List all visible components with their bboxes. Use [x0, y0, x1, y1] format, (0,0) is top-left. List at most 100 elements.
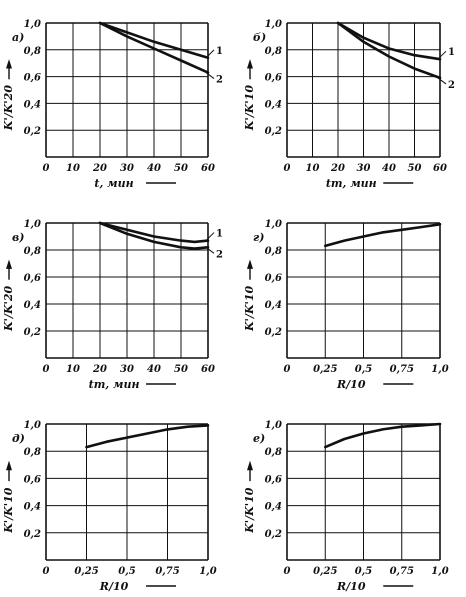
y-tick-label: 0,4	[265, 99, 282, 110]
x-tick-label: 10	[66, 364, 80, 375]
x-tick-label: 0	[284, 566, 291, 577]
x-tick-label: 30	[357, 163, 371, 174]
x-tick-label: 0,75	[390, 364, 414, 375]
y-tick-label: 0,2	[24, 529, 41, 540]
series-leader	[205, 232, 215, 241]
y-axis-arrow-head	[247, 460, 253, 471]
x-tick-label: 0,5	[355, 364, 372, 375]
x-tick-label: 50	[174, 364, 188, 375]
series-leader	[205, 246, 215, 254]
x-tick-label: 0	[284, 364, 291, 375]
y-axis-arrow-head	[6, 59, 12, 69]
chart-panel-f: 0 0,25 0,5 0,75 1,00,20,40,60,81,0е)K'/K'10R…	[243, 420, 449, 593]
panel-label: б)	[253, 31, 266, 44]
x-tick-label: 20	[330, 163, 345, 174]
panel-label: г)	[253, 231, 264, 244]
series-leader	[205, 49, 215, 59]
y-axis-arrow-head	[6, 460, 12, 471]
y-tick-label: 0,8	[265, 447, 282, 458]
x-tick-label: 40	[147, 364, 161, 375]
panel-label: а)	[12, 31, 24, 44]
y-tick-label: 0,2	[265, 529, 282, 540]
x-tick-label: 1,0	[431, 364, 448, 375]
x-tick-label: 0	[43, 566, 50, 577]
y-tick-label: 0,4	[265, 502, 282, 513]
panel-label: д)	[12, 432, 25, 445]
x-tick-label: 10	[306, 163, 320, 174]
series-leader	[437, 77, 447, 85]
x-tick-label: 0	[43, 163, 50, 174]
series-line-2	[98, 21, 210, 74]
x-axis-label: tm, мин	[326, 177, 377, 190]
x-tick-label: 0,75	[390, 566, 414, 577]
x-tick-label: 20	[92, 163, 107, 174]
y-tick-label: 0,2	[24, 126, 41, 137]
y-tick-label: 0,8	[265, 46, 282, 57]
x-tick-label: 50	[408, 163, 422, 174]
panel-label: е)	[253, 432, 265, 445]
y-axis-arrow-head	[247, 59, 253, 69]
series-line-main	[324, 223, 442, 248]
x-tick-label: 0,75	[155, 566, 179, 577]
y-tick-label: 0,6	[265, 474, 282, 485]
series-label: 2	[216, 249, 223, 260]
y-tick-label: 0,2	[24, 327, 41, 338]
series-label: 1	[216, 229, 223, 240]
x-tick-label: 20	[92, 364, 107, 375]
y-tick-label: 0,6	[24, 474, 41, 485]
x-tick-label: 10	[66, 163, 80, 174]
series-leader	[437, 50, 447, 60]
x-axis-label: R/10	[99, 580, 129, 593]
y-tick-label: 1,0	[24, 420, 41, 431]
y-tick-label: 0,4	[24, 300, 41, 311]
x-tick-label: 0,5	[355, 566, 372, 577]
y-tick-label: 1,0	[24, 19, 41, 30]
x-tick-label: 0	[43, 364, 50, 375]
y-tick-label: 0,8	[265, 246, 282, 257]
y-tick-label: 0,6	[24, 273, 41, 284]
x-tick-label: 60	[201, 163, 215, 174]
x-axis-label: R/10	[336, 580, 366, 593]
chart-panel-b: 0 10 20 30 40 50 60 0,2 0,4 0,6 0,8 1,0б) K'/K'10 tm,…	[243, 19, 455, 190]
y-tick-label: 0,6	[265, 273, 282, 284]
y-tick-label: 0,8	[24, 246, 41, 257]
series-label: 2	[448, 80, 455, 91]
y-axis-label: K'/K'10	[243, 285, 256, 332]
y-tick-label: 0,8	[24, 447, 41, 458]
series-label: 2	[216, 75, 223, 86]
x-tick-label: 0,5	[118, 566, 135, 577]
x-tick-label: 0,25	[313, 566, 337, 577]
y-axis-arrow-head	[247, 259, 253, 269]
panel-label: в)	[12, 231, 24, 244]
x-tick-label: 30	[120, 163, 134, 174]
chart-panel-d: 0 0,25 0,5 0,75 1,00,20,40,60,81,0г)K'/K'10R…	[243, 219, 449, 391]
series-line-2	[98, 221, 210, 250]
x-axis-label: t, мин	[94, 177, 133, 190]
series-line-1	[98, 21, 210, 60]
chart-panel-a: 0 10 20 30 40 50 60 0,2 0,4 0,6 0,8 1,0а) K'/K'20 t, …	[2, 19, 223, 190]
y-tick-label: 0,8	[24, 46, 41, 57]
y-axis-label: K'/K'20	[2, 85, 15, 132]
y-tick-label: 1,0	[265, 19, 282, 30]
series-label: 1	[216, 46, 223, 57]
chart-panel-e: 0 0,25 0,5 0,75 1,00,20,40,60,81,0д)K'/K'10R…	[2, 420, 217, 593]
x-tick-label: 0,25	[74, 566, 98, 577]
series-line-main	[85, 424, 210, 449]
x-tick-label: 50	[174, 163, 188, 174]
x-tick-label: 40	[147, 163, 161, 174]
x-tick-label: 0,25	[313, 364, 337, 375]
y-axis-label: K'/K'10	[2, 487, 15, 534]
y-tick-label: 0,2	[265, 327, 282, 338]
x-tick-label: 60	[433, 163, 447, 174]
y-axis-label: K'/K'20	[2, 285, 15, 332]
series-label: 1	[448, 47, 455, 58]
chart-panel-c: 0 10 20 30 40 50 60 0,2 0,4 0,6 0,8 1,0в) K'/K'20 tm,…	[2, 219, 223, 391]
y-tick-label: 1,0	[265, 219, 282, 230]
x-axis-label: R/10	[336, 378, 366, 391]
y-tick-label: 0,6	[265, 73, 282, 84]
series-line-1	[336, 21, 442, 61]
series-line-1	[98, 221, 210, 244]
y-tick-label: 0,2	[265, 126, 282, 137]
x-tick-label: 0	[284, 163, 291, 174]
